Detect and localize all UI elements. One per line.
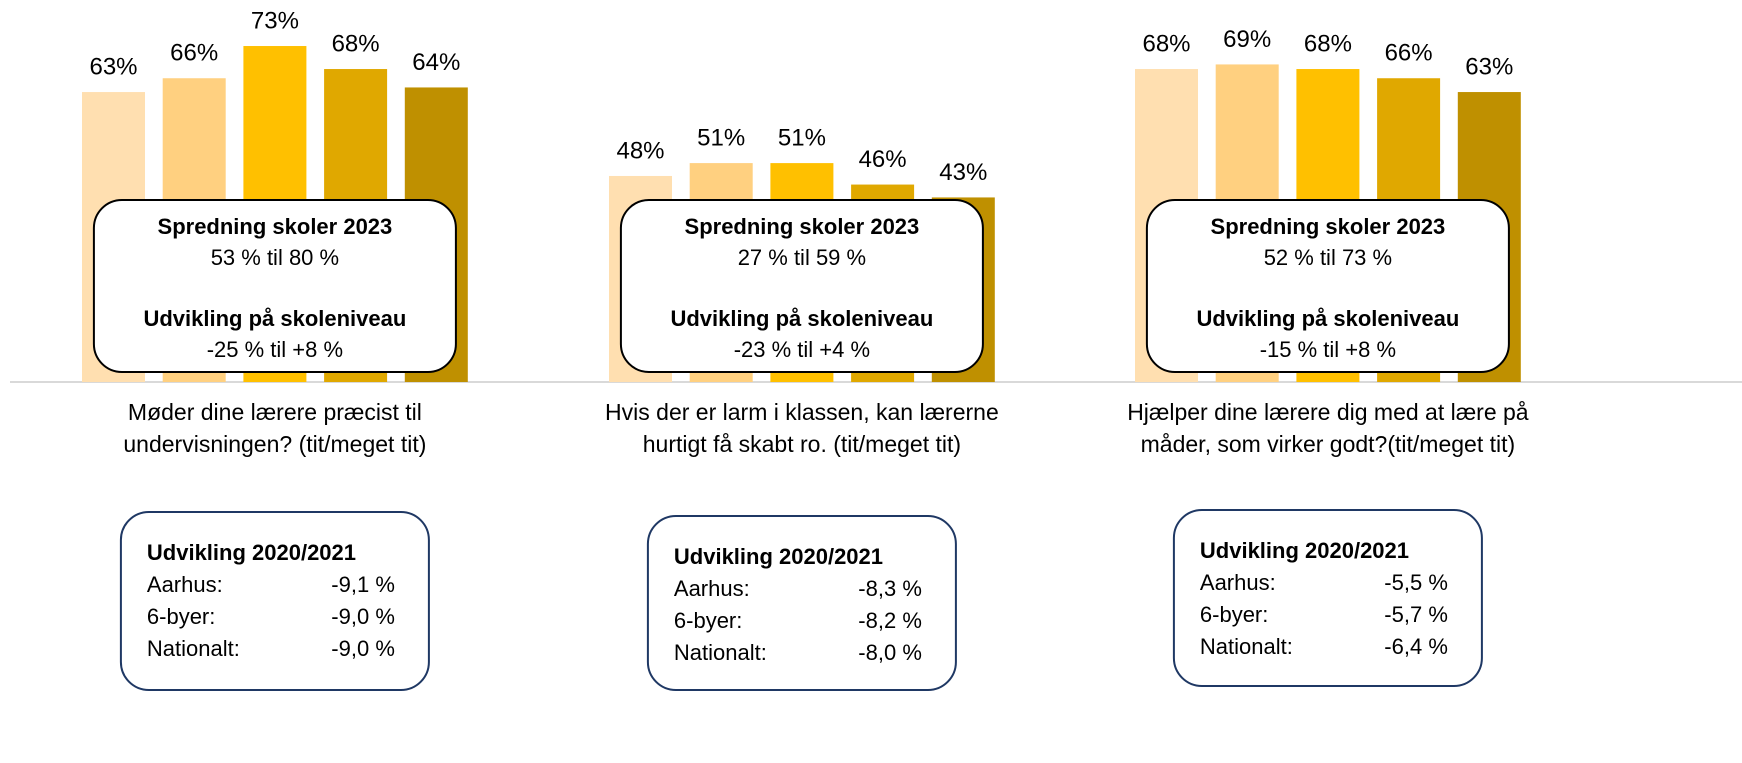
history-label: Aarhus: xyxy=(147,572,223,597)
value-label: 51% xyxy=(697,124,745,151)
question: hurtigt få skabt ro. (tit/meget tit) xyxy=(643,431,961,457)
spread-title: Spredning skoler 2023 xyxy=(1211,214,1446,239)
value-label: 69% xyxy=(1223,26,1271,53)
history-label: Nationalt: xyxy=(147,636,240,661)
spread-box xyxy=(92,199,457,373)
spread-text: 52 % til 73 % xyxy=(1264,245,1392,270)
history-label: 6-byer: xyxy=(1200,602,1268,627)
question: måder, som virker godt?(tit/meget tit) xyxy=(1141,431,1516,457)
history-label: Nationalt: xyxy=(674,640,767,665)
history-value: -5,7 % xyxy=(1384,602,1448,627)
history-value: -8,3 % xyxy=(858,576,922,601)
history-label: Aarhus: xyxy=(1200,570,1276,595)
history-label: 6-byer: xyxy=(674,608,742,633)
history-label: Aarhus: xyxy=(674,576,750,601)
question: undervisningen? (tit/meget tit) xyxy=(123,431,426,457)
value-label: 66% xyxy=(1385,40,1433,67)
history-value: -9,1 % xyxy=(331,572,395,597)
value-label: 66% xyxy=(170,40,218,67)
value-label: 68% xyxy=(332,30,380,57)
spread-box xyxy=(1145,199,1510,373)
value-label: 48% xyxy=(616,137,664,164)
value-label: 63% xyxy=(1465,53,1513,80)
history-box xyxy=(646,515,957,691)
spread-title: Spredning skoler 2023 xyxy=(158,214,393,239)
history-box xyxy=(119,511,430,691)
history-value: -8,0 % xyxy=(858,640,922,665)
question: Møder dine lærere præcist til xyxy=(128,399,422,425)
history-label: Nationalt: xyxy=(1200,634,1293,659)
question: Hvis der er larm i klassen, kan lærerne xyxy=(605,399,999,425)
value-label: 73% xyxy=(251,7,299,34)
development-title: Udvikling på skoleniveau xyxy=(1196,306,1459,331)
history-label: 6-byer: xyxy=(147,604,215,629)
history-title: Udvikling 2020/2021 xyxy=(1200,538,1409,563)
value-label: 64% xyxy=(412,49,460,76)
history-value: -8,2 % xyxy=(858,608,922,633)
development-title: Udvikling på skoleniveau xyxy=(143,306,406,331)
value-label: 68% xyxy=(1304,30,1352,57)
spread-text: 53 % til 80 % xyxy=(211,245,339,270)
value-label: 51% xyxy=(778,124,826,151)
history-value: -6,4 % xyxy=(1384,634,1448,659)
history-value: -9,0 % xyxy=(331,604,395,629)
value-label: 43% xyxy=(939,159,987,186)
history-title: Udvikling 2020/2021 xyxy=(147,540,356,565)
history-value: -9,0 % xyxy=(331,636,395,661)
development-text: -15 % til +8 % xyxy=(1260,337,1396,362)
spread-text: 27 % til 59 % xyxy=(738,245,866,270)
history-title: Udvikling 2020/2021 xyxy=(674,544,883,569)
history-value: -5,5 % xyxy=(1384,570,1448,595)
development-title: Udvikling på skoleniveau xyxy=(670,306,933,331)
history-box xyxy=(1172,509,1483,687)
spread-box xyxy=(619,199,984,373)
development-text: -25 % til +8 % xyxy=(207,337,343,362)
value-label: 46% xyxy=(859,146,907,173)
development-text: -23 % til +4 % xyxy=(734,337,870,362)
question: Hjælper dine lærere dig med at lære på xyxy=(1127,399,1529,425)
spread-title: Spredning skoler 2023 xyxy=(685,214,920,239)
value-label: 68% xyxy=(1142,30,1190,57)
value-label: 63% xyxy=(89,53,137,80)
